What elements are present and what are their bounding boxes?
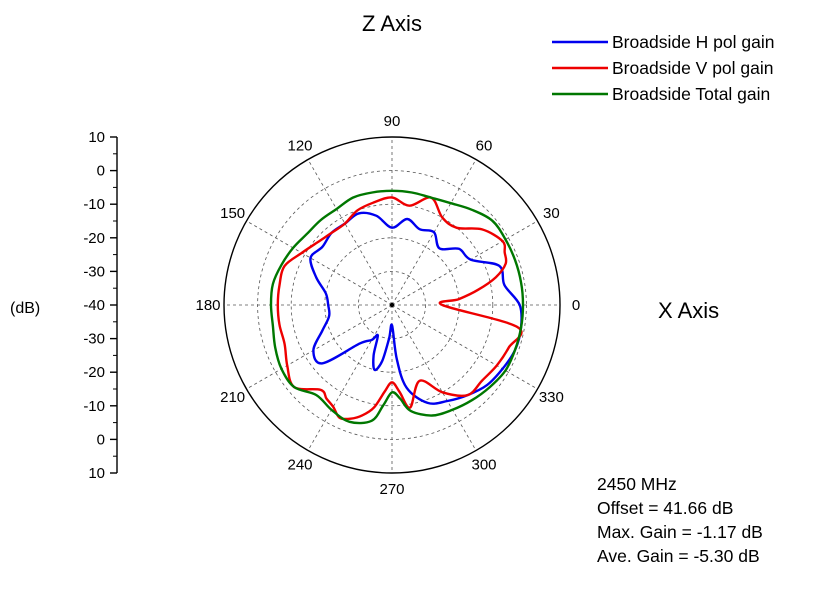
radial-tick-label: -30 xyxy=(83,263,105,280)
angle-label: 150 xyxy=(220,205,245,222)
radial-tick-label: 10 xyxy=(88,129,105,146)
angle-label: 90 xyxy=(384,113,401,130)
radial-axis: 10 0 -10 -20 -30 -40 -30 -20 -10 0 10 xyxy=(83,129,118,482)
angle-label: 30 xyxy=(543,205,560,222)
angle-label: 300 xyxy=(471,456,496,473)
radial-tick-label: 0 xyxy=(97,431,105,448)
offset-text: Offset = 41.66 dB xyxy=(597,498,734,518)
series-curves xyxy=(269,189,525,425)
max-gain-text: Max. Gain = -1.17 dB xyxy=(597,522,763,542)
legend-label: Broadside V pol gain xyxy=(612,58,774,78)
series-line xyxy=(269,189,525,425)
outer-ring xyxy=(223,136,561,474)
grid-spoke xyxy=(307,304,393,451)
radial-tick-label: 0 xyxy=(97,163,105,180)
grid-spoke xyxy=(391,304,477,451)
legend-label: Broadside H pol gain xyxy=(612,32,774,52)
radial-tick-label: 10 xyxy=(88,465,105,482)
x-axis-label: X Axis xyxy=(658,298,719,323)
series-line xyxy=(309,211,523,405)
grid-circle xyxy=(290,203,494,407)
radial-tick-label: -40 xyxy=(83,297,105,314)
angle-label: 180 xyxy=(195,297,220,314)
frequency-text: 2450 MHz xyxy=(597,474,677,494)
info-box: 2450 MHz Offset = 41.66 dB Max. Gain = -… xyxy=(597,472,763,568)
center-dot xyxy=(389,302,395,308)
grid-spoke xyxy=(307,159,393,306)
radial-tick-label: -20 xyxy=(83,230,105,247)
radial-tick-label: -30 xyxy=(83,331,105,348)
ave-gain-text: Ave. Gain = -5.30 dB xyxy=(597,546,760,566)
legend-label: Broadside Total gain xyxy=(612,84,770,104)
radial-unit-label: (dB) xyxy=(10,300,40,317)
grid-spoke xyxy=(391,220,538,306)
radial-tick-label: -10 xyxy=(83,398,105,415)
angle-label: 330 xyxy=(539,389,564,406)
angle-label: 270 xyxy=(379,481,404,498)
polar-grid xyxy=(223,136,561,474)
series-line xyxy=(276,196,523,421)
radial-tick-label: -10 xyxy=(83,196,105,213)
angle-label: 0 xyxy=(572,297,580,314)
grid-spoke xyxy=(246,304,393,390)
angle-labels: 0 30 60 90 120 150 180 210 240 270 300 330 xyxy=(195,113,580,498)
angle-label: 120 xyxy=(287,138,312,155)
chart-title: Z Axis xyxy=(362,11,422,36)
angle-label: 240 xyxy=(287,456,312,473)
grid-spoke xyxy=(246,220,393,306)
angle-label: 60 xyxy=(476,138,493,155)
grid-circle xyxy=(357,270,426,339)
angle-label: 210 xyxy=(220,389,245,406)
grid-spoke xyxy=(391,304,538,390)
legend: Broadside H pol gain Broadside V pol gain… xyxy=(552,32,774,104)
radial-tick-label: -20 xyxy=(83,364,105,381)
